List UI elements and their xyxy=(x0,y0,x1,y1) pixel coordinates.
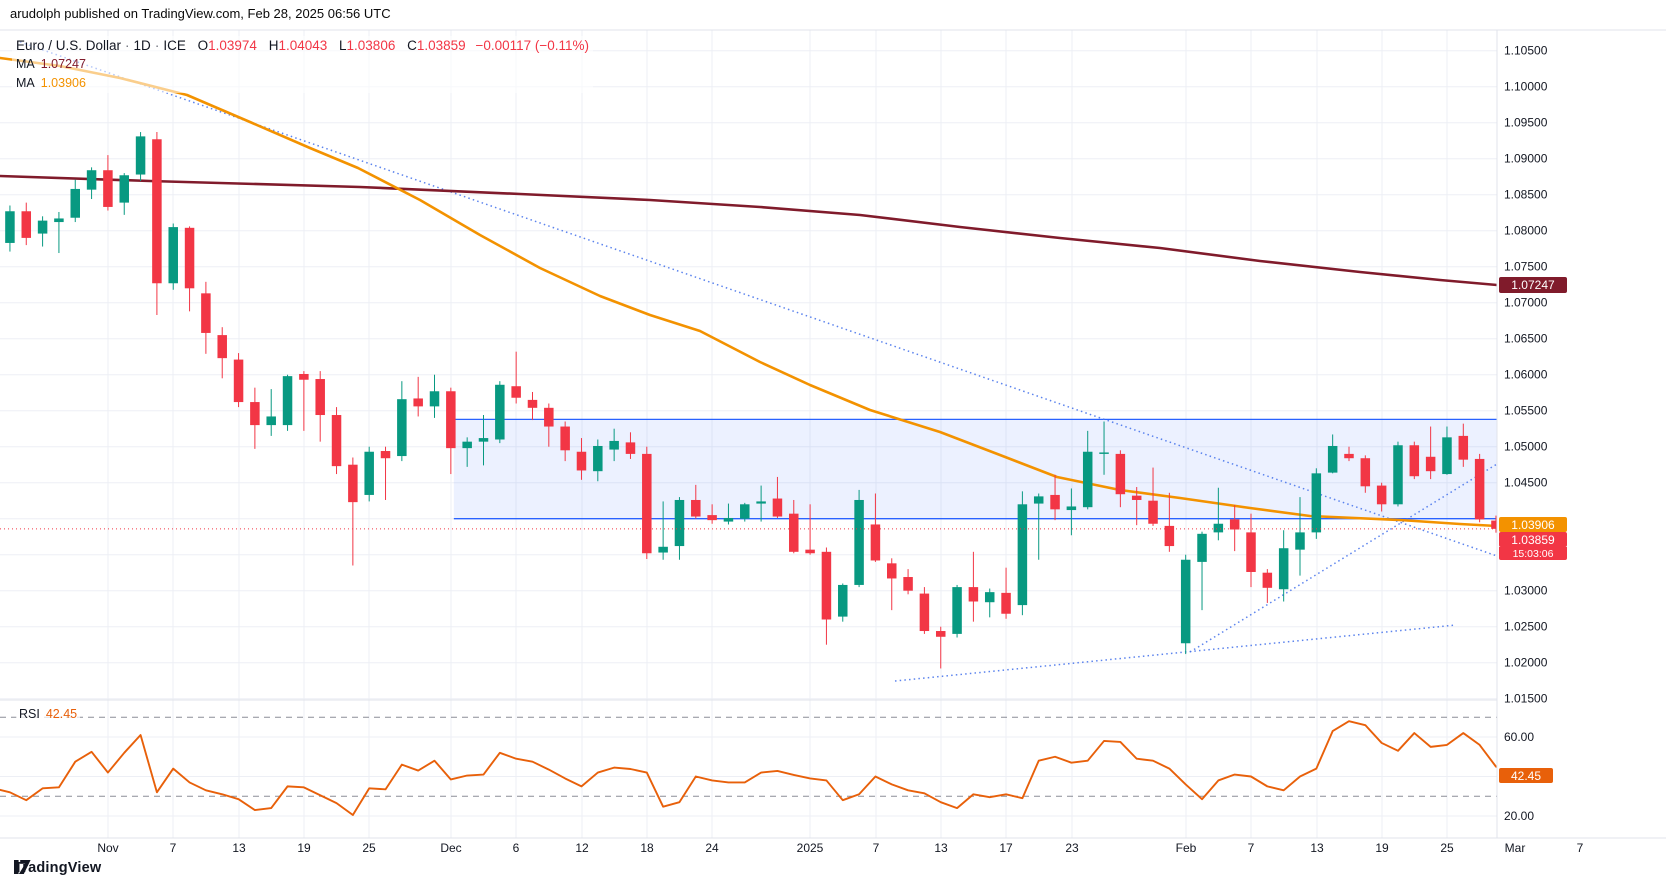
svg-text:2025: 2025 xyxy=(797,841,824,855)
ohlc-high: H1.04043 xyxy=(268,38,328,53)
svg-text:25: 25 xyxy=(1440,841,1454,855)
svg-text:7: 7 xyxy=(873,841,880,855)
svg-text:1.09000: 1.09000 xyxy=(1504,152,1548,166)
svg-text:1.04500: 1.04500 xyxy=(1504,476,1548,490)
svg-text:19: 19 xyxy=(297,841,311,855)
svg-text:1.09500: 1.09500 xyxy=(1504,116,1548,130)
svg-text:6: 6 xyxy=(513,841,520,855)
rsi-indicator-label: RSI 42.45 xyxy=(16,707,81,721)
ma-label: MA xyxy=(16,57,35,71)
svg-text:7: 7 xyxy=(170,841,177,855)
svg-text:1.02000: 1.02000 xyxy=(1504,656,1548,670)
svg-text:1.10500: 1.10500 xyxy=(1504,44,1548,58)
last-price-badge: 1.03859 xyxy=(1499,532,1567,547)
svg-text:1.08500: 1.08500 xyxy=(1504,188,1548,202)
rsi-name[interactable]: RSI xyxy=(19,707,40,721)
tradingview-footer[interactable]: TradingView xyxy=(14,860,101,876)
svg-text:25: 25 xyxy=(362,841,376,855)
interval-label[interactable]: 1D xyxy=(133,38,151,53)
svg-text:7: 7 xyxy=(1248,841,1255,855)
svg-text:Mar: Mar xyxy=(1505,841,1526,855)
svg-text:1.01500: 1.01500 xyxy=(1504,692,1548,706)
svg-text:1.03000: 1.03000 xyxy=(1504,584,1548,598)
svg-text:1.05500: 1.05500 xyxy=(1504,404,1548,418)
ma50-value: 1.03906 xyxy=(40,76,86,90)
svg-text:Nov: Nov xyxy=(97,841,118,855)
symbol-row: Euro / U.S. Dollar · 1D · ICE O1.03974 H1.04… xyxy=(16,36,589,55)
rsi-current-value: 42.45 xyxy=(45,707,78,721)
svg-text:13: 13 xyxy=(232,841,246,855)
svg-text:13: 13 xyxy=(934,841,948,855)
svg-text:1.06000: 1.06000 xyxy=(1504,368,1548,382)
ohlc-open: O1.03974 xyxy=(197,38,257,53)
ma200-price-badge: 1.07247 xyxy=(1499,277,1567,293)
svg-text:7: 7 xyxy=(1577,841,1584,855)
svg-text:1.07000: 1.07000 xyxy=(1504,296,1548,310)
ma200-value: 1.07247 xyxy=(40,57,86,71)
ma200-legend-row: MA 1.07247 xyxy=(16,55,589,74)
svg-text:20.00: 20.00 xyxy=(1504,809,1534,823)
svg-text:60.00: 60.00 xyxy=(1504,730,1534,744)
svg-text:24: 24 xyxy=(705,841,719,855)
svg-text:12: 12 xyxy=(575,841,589,855)
svg-text:1.06500: 1.06500 xyxy=(1504,332,1548,346)
ma50-price-badge: 1.03906 xyxy=(1499,517,1567,532)
svg-text:13: 13 xyxy=(1310,841,1324,855)
svg-text:18: 18 xyxy=(640,841,654,855)
svg-text:1.07500: 1.07500 xyxy=(1504,260,1548,274)
ohlc-low: L1.03806 xyxy=(339,38,396,53)
svg-text:1.10000: 1.10000 xyxy=(1504,80,1548,94)
symbol-title[interactable]: Euro / U.S. Dollar xyxy=(16,38,122,53)
ma50-legend-row: MA 1.03906 xyxy=(16,74,589,93)
svg-text:1.02500: 1.02500 xyxy=(1504,620,1548,634)
svg-text:Feb: Feb xyxy=(1176,841,1197,855)
bar-countdown-badge: 15:03:06 xyxy=(1499,547,1567,560)
separator: · xyxy=(154,38,160,53)
svg-text:17: 17 xyxy=(999,841,1013,855)
tradingview-brand-text: TradingView xyxy=(14,860,102,876)
exchange-label: ICE xyxy=(163,38,186,53)
svg-text:Dec: Dec xyxy=(440,841,461,855)
change-readout: −0.00117 (−0.11%) xyxy=(475,38,590,53)
rsi-value-badge: 42.45 xyxy=(1499,768,1553,783)
svg-text:1.05000: 1.05000 xyxy=(1504,440,1548,454)
ohlc-close: C1.03859 xyxy=(407,38,466,53)
svg-text:23: 23 xyxy=(1065,841,1079,855)
tradingview-logo-icon xyxy=(14,860,31,874)
ma-label: MA xyxy=(16,76,35,90)
chart-legend: Euro / U.S. Dollar · 1D · ICE O1.03974 H1.04… xyxy=(12,36,594,93)
separator: · xyxy=(125,38,130,53)
svg-text:1.08000: 1.08000 xyxy=(1504,224,1548,238)
svg-text:19: 19 xyxy=(1375,841,1389,855)
publish-caption: arudolph published on TradingView.com, F… xyxy=(10,6,391,21)
